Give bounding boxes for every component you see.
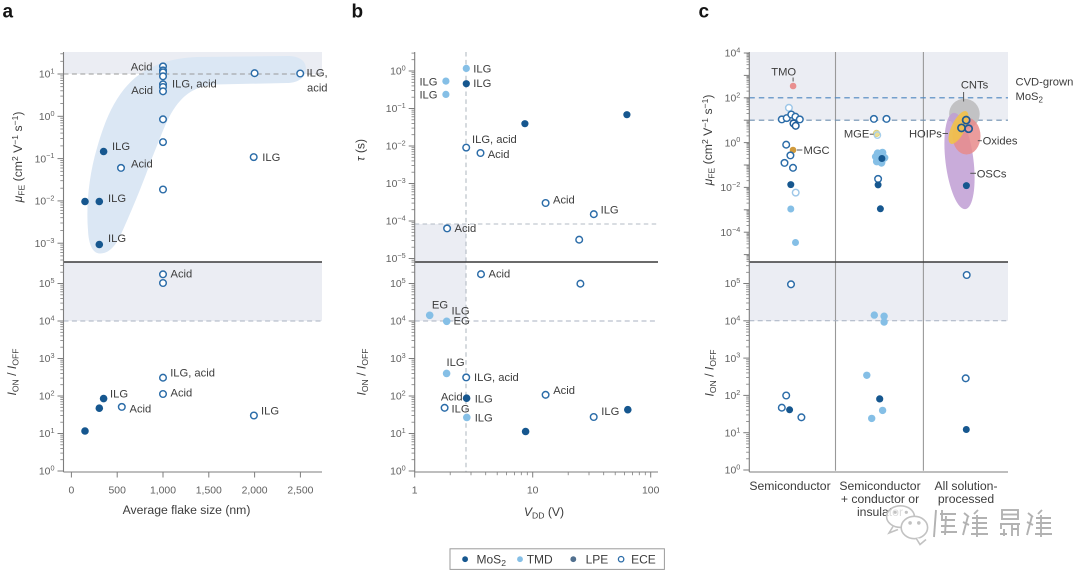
svg-text:TMD: TMD — [527, 552, 553, 566]
svg-text:CNTs: CNTs — [961, 80, 989, 92]
svg-text:MoS2: MoS2 — [477, 552, 507, 568]
svg-text:Acid: Acid — [131, 62, 153, 74]
svg-text:2,000: 2,000 — [242, 485, 268, 496]
svg-text:ILG: ILG — [112, 141, 130, 153]
svg-text:ILG: ILG — [261, 405, 279, 417]
svg-text:TMO: TMO — [771, 67, 796, 79]
svg-text:ION / IOFF: ION / IOFF — [355, 348, 371, 395]
svg-text:ILG,: ILG, — [307, 68, 328, 80]
svg-text:0: 0 — [69, 485, 75, 496]
svg-text:ILG: ILG — [601, 406, 619, 418]
svg-text:Semiconductor: Semiconductor — [839, 479, 920, 493]
svg-text:ILG: ILG — [452, 306, 470, 318]
svg-text:acid: acid — [307, 83, 328, 95]
svg-text:μFE (cm2 V−1 s−1): μFE (cm2 V−1 s−1) — [10, 112, 27, 204]
svg-text:c: c — [699, 1, 710, 22]
svg-text:ILG: ILG — [473, 64, 491, 76]
svg-text:1,500: 1,500 — [196, 485, 222, 496]
svg-text:500: 500 — [109, 485, 127, 496]
svg-text:ILG: ILG — [447, 357, 465, 369]
svg-text:ILG: ILG — [475, 393, 493, 405]
svg-text:Acid: Acid — [171, 269, 193, 281]
svg-text:100: 100 — [642, 485, 660, 496]
svg-text:ILG: ILG — [108, 193, 126, 205]
svg-text:Acid: Acid — [455, 223, 477, 235]
svg-text:Semiconductor: Semiconductor — [749, 479, 830, 493]
svg-text:Acid: Acid — [171, 388, 193, 400]
svg-text:1,000: 1,000 — [150, 485, 176, 496]
svg-text:All solution-: All solution- — [935, 479, 998, 493]
svg-text:ILG, acid: ILG, acid — [170, 368, 215, 380]
svg-text:ILG: ILG — [452, 404, 470, 416]
svg-text:ILG: ILG — [419, 76, 437, 88]
svg-text:HOIPs: HOIPs — [909, 128, 942, 140]
svg-text:OSCs: OSCs — [977, 168, 1007, 180]
svg-text:b: b — [352, 1, 364, 22]
svg-text:MGE: MGE — [844, 129, 869, 141]
svg-text:μFE (cm2 V−1 s−1): μFE (cm2 V−1 s−1) — [700, 95, 717, 187]
svg-text:Acid: Acid — [130, 404, 152, 416]
svg-text:ILG: ILG — [419, 90, 437, 102]
svg-text:EG: EG — [432, 299, 448, 311]
svg-text:ILG, acid: ILG, acid — [472, 134, 517, 146]
svg-text:MoS2: MoS2 — [1016, 91, 1044, 104]
svg-text:ION / IOFF: ION / IOFF — [5, 348, 21, 395]
svg-text:ILG: ILG — [475, 413, 493, 425]
svg-text:1: 1 — [412, 485, 418, 496]
svg-text:MGC: MGC — [804, 145, 830, 157]
svg-text:processed: processed — [938, 492, 994, 506]
svg-text:Acid: Acid — [131, 158, 153, 170]
svg-text:Acid: Acid — [131, 85, 153, 97]
svg-text:Acid: Acid — [553, 195, 575, 207]
svg-text:ILG, acid: ILG, acid — [172, 79, 217, 91]
svg-text:ILG: ILG — [108, 233, 126, 245]
svg-text:+ conductor or: + conductor or — [841, 492, 919, 506]
svg-text:ION / IOFF: ION / IOFF — [703, 349, 719, 396]
svg-text:CVD-grown: CVD-grown — [1016, 77, 1074, 89]
svg-text:τ (s): τ (s) — [354, 139, 368, 161]
svg-text:a: a — [3, 1, 14, 22]
svg-text:2,500: 2,500 — [287, 485, 313, 496]
svg-text:ILG, acid: ILG, acid — [474, 372, 519, 384]
svg-text:Acid: Acid — [489, 269, 511, 281]
svg-text:ILG: ILG — [473, 78, 491, 90]
svg-text:Acid: Acid — [553, 385, 575, 397]
svg-text:ILG: ILG — [110, 389, 128, 401]
svg-text:Oxides: Oxides — [983, 136, 1018, 148]
svg-text:Acid: Acid — [488, 149, 510, 161]
svg-text:ECE: ECE — [631, 552, 656, 566]
svg-text:ILG: ILG — [262, 152, 280, 164]
svg-text:EG: EG — [454, 315, 470, 327]
svg-text:Acid: Acid — [441, 391, 463, 403]
svg-text:ILG: ILG — [601, 204, 619, 216]
svg-text:Average flake size (nm): Average flake size (nm) — [123, 503, 251, 517]
svg-text:VDD (V): VDD (V) — [524, 505, 564, 521]
svg-text:LPE: LPE — [586, 552, 609, 566]
svg-text:10: 10 — [527, 485, 539, 496]
